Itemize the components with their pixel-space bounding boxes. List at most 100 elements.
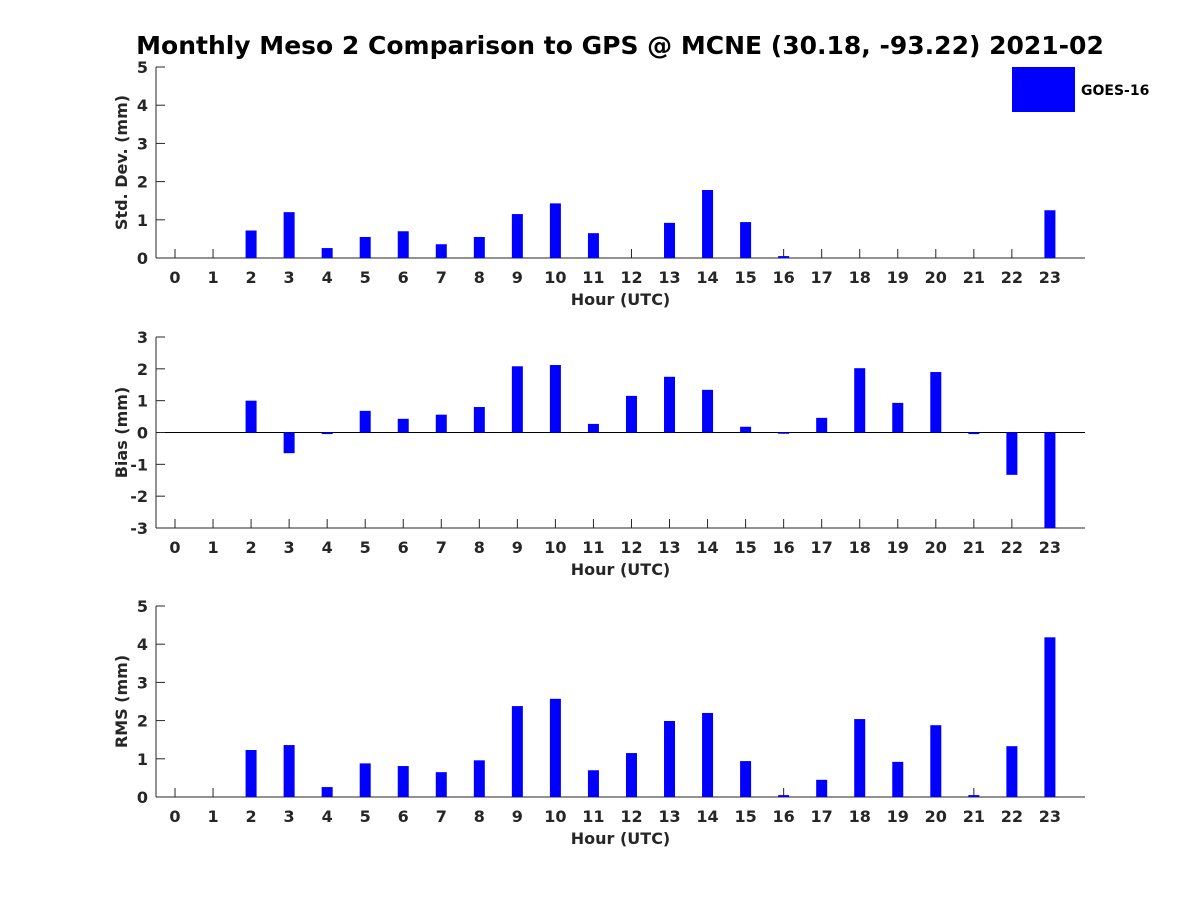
x-axis-label: Hour (UTC): [571, 560, 671, 579]
x-tick-label: 23: [1039, 807, 1061, 826]
x-tick-label: 4: [322, 268, 333, 287]
x-tick-label: 10: [544, 268, 566, 287]
x-tick-label: 4: [322, 807, 333, 826]
x-tick-label: 0: [169, 538, 180, 557]
bar: [1044, 210, 1056, 258]
x-tick-label: 19: [887, 807, 909, 826]
bar: [778, 432, 790, 434]
x-tick-label: 3: [284, 538, 295, 557]
bar: [359, 763, 371, 797]
legend-swatch: [1012, 67, 1075, 112]
bar: [702, 712, 714, 797]
x-tick-label: 19: [887, 268, 909, 287]
x-tick-label: 11: [582, 538, 604, 557]
x-tick-label: 12: [620, 538, 642, 557]
bar: [1006, 746, 1018, 797]
bar: [1006, 432, 1018, 475]
bar: [816, 417, 828, 433]
x-tick-label: 14: [696, 268, 718, 287]
x-tick-label: 15: [734, 268, 756, 287]
x-tick-label: 6: [398, 268, 409, 287]
x-tick-label: 22: [1001, 538, 1023, 557]
y-tick-label: 2: [137, 173, 148, 192]
bar: [968, 795, 980, 797]
x-tick-label: 15: [734, 807, 756, 826]
bar: [549, 365, 561, 433]
bar: [283, 745, 295, 797]
bar: [740, 222, 752, 258]
x-tick-label: 16: [773, 538, 795, 557]
x-tick-label: 4: [322, 538, 333, 557]
bar: [968, 432, 980, 435]
bar: [625, 395, 637, 433]
y-tick-label: 1: [137, 392, 148, 411]
y-tick-label: 3: [137, 134, 148, 153]
bar: [1044, 432, 1056, 528]
bar: [778, 795, 790, 797]
y-tick-label: 5: [137, 58, 148, 77]
bar: [549, 698, 561, 797]
x-tick-label: 3: [284, 268, 295, 287]
bar: [473, 407, 485, 433]
y-tick-label: 3: [137, 673, 148, 692]
x-tick-label: 23: [1039, 268, 1061, 287]
bar: [625, 753, 637, 797]
bar: [283, 212, 295, 258]
y-tick-label: -1: [130, 455, 148, 474]
bar: [740, 761, 752, 797]
x-tick-label: 22: [1001, 807, 1023, 826]
bar: [740, 426, 752, 433]
bar: [321, 787, 333, 797]
y-tick-label: 0: [137, 424, 148, 443]
y-tick-label: 4: [137, 635, 148, 654]
bar: [511, 706, 523, 797]
bar: [930, 372, 942, 433]
bar: [892, 402, 904, 433]
y-tick-label: 5: [137, 597, 148, 616]
bar: [778, 256, 790, 258]
y-tick-label: 3: [137, 328, 148, 347]
y-tick-label: -3: [130, 519, 148, 538]
y-tick-label: -2: [130, 487, 148, 506]
bar: [397, 766, 409, 797]
y-tick-label: 2: [137, 360, 148, 379]
bar: [245, 750, 257, 797]
x-tick-label: 8: [474, 538, 485, 557]
x-tick-label: 18: [849, 268, 871, 287]
x-tick-label: 2: [246, 807, 257, 826]
bar: [473, 236, 485, 258]
y-tick-label: 0: [137, 788, 148, 807]
x-tick-label: 22: [1001, 268, 1023, 287]
bar: [702, 389, 714, 433]
x-tick-label: 20: [925, 268, 947, 287]
x-tick-label: 13: [658, 538, 680, 557]
x-tick-label: 1: [207, 268, 218, 287]
x-tick-label: 17: [811, 268, 833, 287]
x-tick-label: 16: [773, 807, 795, 826]
x-tick-label: 1: [207, 807, 218, 826]
x-tick-label: 0: [169, 807, 180, 826]
x-tick-label: 20: [925, 807, 947, 826]
bar: [892, 761, 904, 797]
y-tick-label: 2: [137, 712, 148, 731]
bar: [816, 779, 828, 797]
x-tick-label: 14: [696, 538, 718, 557]
bar: [245, 400, 257, 433]
x-tick-label: 23: [1039, 538, 1061, 557]
x-tick-label: 21: [963, 538, 985, 557]
x-tick-label: 0: [169, 268, 180, 287]
bar: [435, 244, 447, 258]
x-tick-label: 9: [512, 538, 523, 557]
bar: [664, 720, 676, 797]
bar: [587, 770, 599, 797]
bar: [435, 772, 447, 797]
x-tick-label: 16: [773, 268, 795, 287]
bar: [321, 432, 333, 435]
y-tick-label: 4: [137, 96, 148, 115]
bar: [587, 233, 599, 258]
chart-title: Monthly Meso 2 Comparison to GPS @ MCNE …: [136, 31, 1104, 60]
y-axis-label: RMS (mm): [112, 655, 131, 748]
bar: [587, 423, 599, 433]
